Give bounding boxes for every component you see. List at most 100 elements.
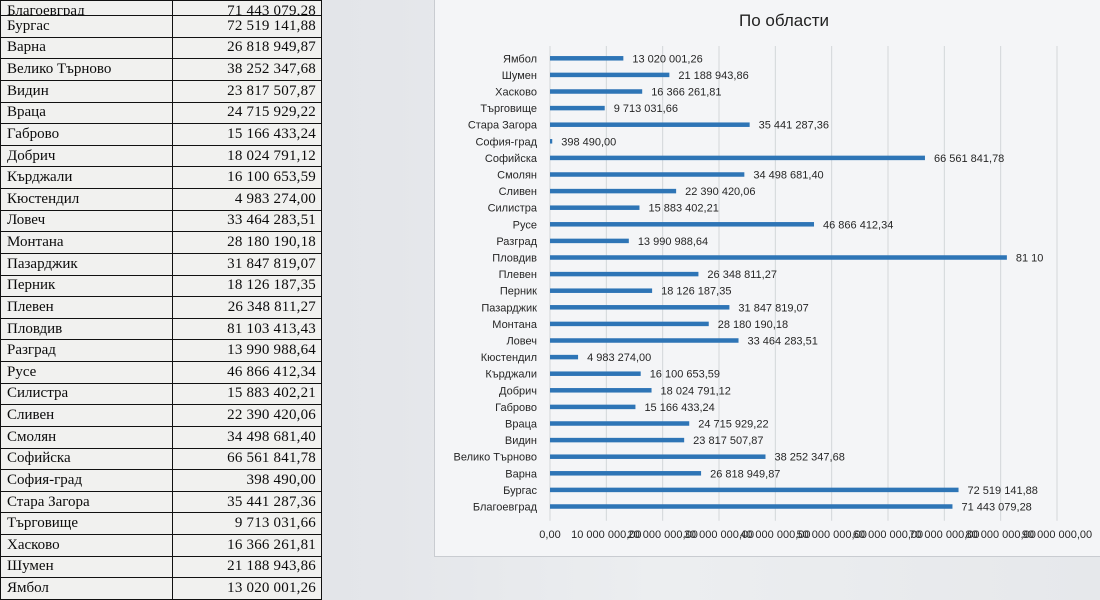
data-label: 31 847 819,07 — [738, 302, 808, 314]
category-label: Добрич — [499, 385, 537, 397]
table-row: Смолян 34 498 681,40 — [0, 425, 322, 449]
region-name-cell: Враца — [0, 101, 173, 125]
region-name-cell: Варна — [0, 36, 173, 60]
data-label: 34 498 681,40 — [753, 170, 823, 182]
table-row: Враца 24 715 929,22 — [0, 101, 322, 125]
region-value-cell: 15 166 433,24 — [172, 123, 322, 146]
data-label: 13 990 988,64 — [638, 236, 708, 248]
bar — [550, 105, 605, 111]
bar — [550, 354, 579, 360]
table-row: Видин 23 817 507,87 — [0, 79, 322, 103]
table-row: Габрово 15 166 433,24 — [0, 123, 322, 146]
region-value-cell: 16 100 653,59 — [172, 166, 322, 189]
category-label: Плевен — [499, 269, 537, 281]
region-name-cell: Пазарджик — [0, 252, 173, 276]
table-row: Ямбол 13 020 001,26 — [0, 577, 322, 600]
bar — [550, 487, 959, 493]
table-row: Монтана 28 180 190,18 — [0, 231, 322, 254]
x-tick-label: 0,00 — [539, 529, 560, 541]
x-tick-label: 10 000 000,00 — [571, 529, 641, 541]
category-label: Стара Загора — [468, 120, 538, 132]
region-name-cell: Разград — [0, 339, 173, 362]
region-value-cell: 4 983 274,00 — [172, 188, 322, 211]
region-value-cell: 398 490,00 — [172, 469, 322, 492]
x-tick-label: 40 000 000,00 — [740, 529, 810, 541]
region-name-cell: Софийска — [0, 447, 173, 471]
region-value-cell: 15 883 402,21 — [172, 382, 322, 406]
bar — [550, 222, 815, 227]
region-value-cell: 18 024 791,12 — [172, 144, 322, 168]
table-row: Бургас 72 519 141,88 — [0, 15, 322, 38]
region-name-cell: Велико Търново — [0, 58, 173, 81]
region-name-cell: Пловдив — [0, 317, 173, 341]
region-value-cell: 81 103 413,43 — [172, 317, 322, 341]
category-label: Враца — [505, 419, 538, 431]
grid-lines — [549, 46, 1058, 521]
x-tick-label: 30 000 000,00 — [684, 529, 754, 541]
table-row: София-град 398 490,00 — [0, 469, 322, 492]
data-label: 18 126 187,35 — [661, 286, 731, 298]
category-labels: Ямбол Шумен Хасково Търговище Стара Загора Со… — [453, 53, 537, 513]
region-name-cell: Плевен — [0, 296, 173, 319]
x-tick-label: 50 000 000,00 — [796, 529, 866, 541]
data-label: 9 713 031,66 — [614, 103, 678, 115]
bar — [550, 388, 652, 393]
region-value-cell: 38 252 347,68 — [172, 58, 322, 81]
region-value-cell: 26 348 811,27 — [172, 296, 322, 319]
data-label: 38 252 347,68 — [774, 452, 844, 464]
table-row: Търговище 9 713 031,66 — [0, 512, 322, 535]
bar — [550, 305, 730, 310]
table-row: Силистра 15 883 402,21 — [0, 382, 322, 406]
bar — [550, 205, 640, 210]
x-tick-label: 60 000 000,00 — [853, 529, 923, 541]
region-name-cell: Русе — [0, 361, 173, 384]
data-label: 21 188 943,86 — [678, 70, 748, 82]
data-label: 24 715 929,22 — [698, 419, 768, 431]
region-name-cell: Шумен — [0, 555, 173, 579]
category-label: Кюстендил — [481, 352, 537, 364]
table-row: Стара Загора 35 441 287,36 — [0, 490, 322, 514]
bar — [550, 454, 766, 459]
bar — [550, 139, 553, 144]
category-label: Видин — [505, 435, 537, 447]
region-value-cell: 21 188 943,86 — [172, 555, 322, 579]
table-row: Хасково 16 366 261,81 — [0, 534, 322, 557]
category-label: Пазарджик — [481, 302, 537, 314]
region-value-cell: 31 847 819,07 — [172, 252, 322, 276]
region-name-cell: Ямбол — [0, 577, 173, 600]
bar — [550, 271, 699, 277]
table-row: Велико Търново 38 252 347,68 — [0, 58, 322, 81]
bar — [550, 255, 1007, 260]
data-label: 46 866 412,34 — [823, 219, 893, 231]
bar — [550, 172, 745, 177]
category-label: Смолян — [497, 170, 537, 182]
category-label: Габрово — [495, 402, 537, 414]
region-name-cell: Перник — [0, 274, 173, 298]
category-label: Търговище — [480, 103, 537, 115]
region-name-cell: Добрич — [0, 144, 173, 168]
x-tick-label: 80 000 000,00 — [965, 529, 1035, 541]
chart-title: По области — [739, 11, 829, 30]
category-label: Софийска — [485, 153, 538, 165]
region-name-cell: Търговище — [0, 512, 173, 535]
data-label: 81 10 — [1016, 253, 1044, 265]
region-name-cell: Бургас — [0, 15, 173, 38]
category-label: Пловдив — [492, 253, 537, 265]
bar — [550, 56, 624, 61]
region-name-cell: Стара Загора — [0, 490, 173, 514]
region-value-cell: 71 443 079,28 — [172, 0, 322, 16]
bar — [550, 155, 925, 161]
bar — [550, 338, 739, 343]
region-value-cell: 24 715 929,22 — [172, 101, 322, 125]
region-name-cell: Хасково — [0, 534, 173, 557]
bar — [550, 288, 653, 293]
region-value-cell: 13 020 001,26 — [172, 577, 322, 600]
category-label: Ловеч — [506, 336, 537, 348]
region-name-cell: Кюстендил — [0, 188, 173, 211]
table-row: Пловдив 81 103 413,43 — [0, 317, 322, 341]
table-row: Кюстендил 4 983 274,00 — [0, 188, 322, 211]
region-value-cell: 33 464 283,51 — [172, 209, 322, 233]
table-body: Благоевград 71 443 079,28 Бургас 72 519 141… — [0, 0, 322, 600]
data-label: 28 180 190,18 — [718, 319, 788, 331]
region-name-cell: Монтана — [0, 231, 173, 254]
